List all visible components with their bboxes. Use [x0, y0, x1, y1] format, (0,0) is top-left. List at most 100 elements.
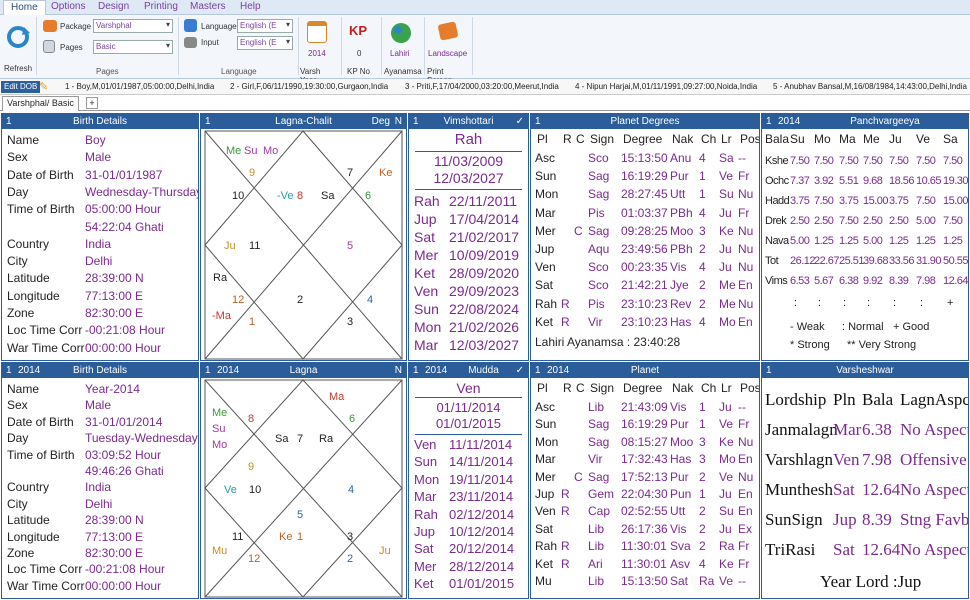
- panel-number: 1: [766, 116, 772, 127]
- table-cell: Rah: [535, 539, 558, 554]
- house-10: 10: [249, 484, 261, 496]
- ayanamsa-footer: Lahiri Ayanamsa : 23:40:28: [535, 335, 681, 349]
- north-toggle[interactable]: N: [394, 365, 402, 376]
- dasha-planet: Rah: [414, 506, 438, 522]
- table-cell: 23:10:23: [621, 296, 668, 311]
- dob-item-4[interactable]: 4 - Nipun Harjai,M,01/11/1991,09:27:00,N…: [575, 82, 758, 91]
- table-cell: 15:13:50: [621, 574, 668, 588]
- menu-options[interactable]: Options: [51, 1, 86, 12]
- table-cell: Cap: [588, 504, 611, 519]
- table-cell: --: [738, 574, 746, 588]
- dasha-date: 17/04/2014: [449, 211, 520, 227]
- menu-design[interactable]: Design: [98, 1, 130, 12]
- add-tab-button[interactable]: +: [86, 97, 98, 109]
- table-cell: Nava: [765, 235, 789, 247]
- table-cell: Sun: [535, 169, 557, 184]
- table-cell: 5.67: [814, 275, 834, 287]
- language-icon: [184, 19, 197, 32]
- planet-ke: Ke: [279, 531, 292, 543]
- table-cell: 12.64: [862, 540, 901, 559]
- table-cell: Fr: [738, 417, 750, 432]
- detail-value: 77:13:00 E: [85, 529, 144, 544]
- table-cell: Mar: [535, 205, 556, 220]
- panel-year: 2014: [217, 365, 240, 376]
- menu-home[interactable]: Home: [3, 0, 46, 15]
- dasha-planet: Mon: [414, 471, 440, 487]
- ayanamsa-button[interactable]: Lahiri Ayanamsa: [383, 19, 423, 77]
- dasha-planet: Jup: [414, 524, 435, 539]
- table-cell: 7.50: [943, 215, 963, 227]
- panel-title: Planet Degrees: [610, 116, 680, 127]
- table-cell: Su: [719, 504, 734, 519]
- house-9: 9: [249, 167, 255, 179]
- table-cell: 7.50: [814, 155, 834, 167]
- table-cell: 16:19:29: [621, 417, 668, 432]
- table-cell: 11:30:01: [621, 539, 667, 554]
- table-cell: Sat: [833, 540, 855, 559]
- table-cell: 2: [699, 539, 706, 554]
- dob-item-2[interactable]: 2 - Girl,F,06/11/1990,19:30:00,Gurgaon,I…: [230, 82, 389, 91]
- pencil-icon[interactable]: ✎: [39, 81, 49, 93]
- table-cell: Ra: [719, 539, 735, 554]
- dob-item-5[interactable]: 5 - Anubhav Bansal,M,16/08/1984,14:43:00…: [773, 82, 967, 91]
- edit-dob-button[interactable]: Edit DOB: [1, 81, 41, 93]
- table-cell: 1.25: [839, 235, 859, 247]
- table-cell: Sag: [588, 469, 610, 484]
- deg-toggle[interactable]: Deg: [371, 116, 390, 127]
- detail-value: 54:22:04 Ghati: [85, 219, 164, 234]
- table-cell: Vir: [588, 314, 603, 329]
- dasha-head: Rah: [454, 131, 483, 148]
- landscape-button[interactable]: Landscape Print Screen: [426, 19, 470, 85]
- lagna-panel: 1 2014 Lagna N Ma Me Su Mo 8 Sa 7 Ra 6 Ve 1…: [200, 362, 407, 599]
- panel-number: 1: [6, 116, 12, 127]
- check-icon[interactable]: ✓: [515, 365, 524, 376]
- house-3: 3: [347, 531, 353, 543]
- table-cell: 33.56: [889, 255, 915, 267]
- vimshottari-panel: 1 Vimshottari ✓ Rah 11/03/2009 12/03/2027 Rah…: [408, 113, 529, 361]
- input-select[interactable]: English (E: [237, 36, 293, 50]
- table-cell: Pun: [670, 487, 692, 501]
- panel-number: 1: [535, 365, 541, 376]
- table-cell: Vis: [670, 260, 687, 275]
- dasha-start-date: 11/03/2009: [433, 153, 504, 169]
- dob-item-3[interactable]: 3 - Priti,F,17/04/2000,03:20:00,Meerut,I…: [405, 82, 559, 91]
- pages-select[interactable]: Basic: [93, 40, 173, 54]
- dob-item-1[interactable]: 1 - Boy,M,01/01/1987,05:00:00,Delhi,Indi…: [65, 82, 215, 91]
- table-cell: 7.98: [916, 275, 936, 287]
- planet-sa: Sa: [275, 433, 289, 445]
- table-cell: PBh: [670, 242, 693, 256]
- detail-label: Name: [7, 382, 40, 396]
- language-select[interactable]: English (E: [237, 19, 293, 33]
- menu-help[interactable]: Help: [240, 1, 261, 12]
- table-cell: Sco: [588, 151, 609, 165]
- refresh-button[interactable]: Refresh: [3, 23, 33, 75]
- table-cell: 12.64: [862, 480, 901, 499]
- package-select[interactable]: Varshphal: [93, 19, 173, 33]
- north-toggle[interactable]: N: [394, 116, 402, 127]
- planet-mo: Mo: [212, 439, 227, 451]
- table-cell: Pur: [670, 169, 689, 184]
- check-icon[interactable]: ✓: [515, 116, 524, 127]
- planet-me: Me: [226, 145, 241, 157]
- table-cell: Gem: [588, 487, 615, 501]
- menu-printing[interactable]: Printing: [144, 1, 178, 12]
- kp-no-button[interactable]: KP 0 KP No: [343, 19, 379, 77]
- tab-varshphal-basic[interactable]: Varshphal/ Basic: [2, 96, 79, 111]
- dasha-head: Ven: [456, 380, 481, 396]
- table-cell: C: [574, 469, 583, 484]
- detail-value: India: [85, 236, 112, 251]
- table-cell: No Aspect: [900, 420, 969, 439]
- table-cell: 3: [699, 452, 706, 467]
- table-header: C: [576, 381, 585, 395]
- table-header: Bala: [765, 132, 790, 146]
- table-cell: Ex: [738, 521, 753, 536]
- detail-value: Tuesday-Wednesday: [85, 431, 198, 446]
- table-header: C: [576, 132, 585, 146]
- menu-masters[interactable]: Masters: [190, 1, 226, 12]
- varsh-year-button[interactable]: 2014 Varsh Year: [300, 19, 338, 85]
- table-cell: Ven: [535, 260, 556, 275]
- dasha-planet: Ven: [414, 283, 439, 299]
- table-cell: --: [738, 151, 746, 165]
- table-cell: Moo: [670, 434, 694, 449]
- legend-strong: * Strong: [790, 339, 830, 351]
